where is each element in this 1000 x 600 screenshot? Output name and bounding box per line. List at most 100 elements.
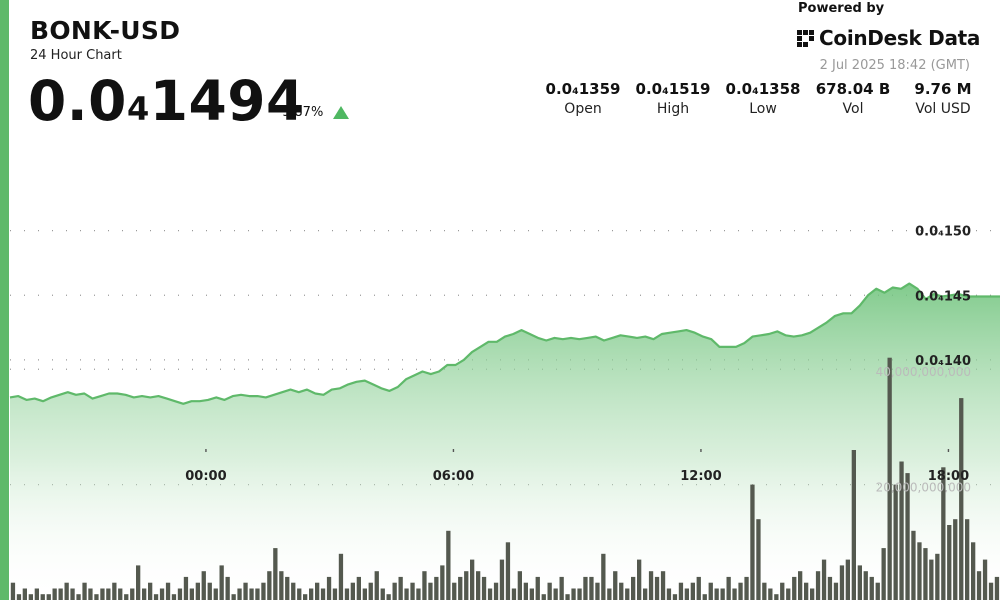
volume-bar <box>255 588 260 600</box>
volume-bar <box>422 571 427 600</box>
volume-bar <box>34 588 39 600</box>
volume-bar <box>982 559 988 600</box>
volume-bar <box>225 576 230 600</box>
volume-bar <box>464 571 469 600</box>
volume-bar <box>356 576 361 600</box>
volume-bar <box>76 594 81 600</box>
x-tick-label: 12:00 <box>680 469 721 484</box>
volume-bar <box>338 553 344 600</box>
volume-bar <box>601 553 606 600</box>
volume-bar <box>16 594 22 600</box>
volume-bar <box>637 559 642 600</box>
volume-bar <box>625 588 630 600</box>
volume-bar <box>326 576 332 600</box>
stat-low: 0.0₄1358 Low <box>718 80 808 117</box>
volume-bar <box>106 588 111 600</box>
volume-bar <box>476 571 481 600</box>
volume-bar <box>374 571 379 600</box>
volume-bar <box>148 582 153 600</box>
volume-bar <box>368 582 373 600</box>
volume-bar <box>458 576 463 600</box>
volume-bar <box>613 571 618 600</box>
stat-value: 678.04 B <box>815 80 891 98</box>
volume-bar <box>565 594 570 600</box>
volume-bar <box>344 588 350 600</box>
volume-bar <box>398 576 403 600</box>
volume-bar <box>643 588 648 600</box>
volume-bar <box>481 576 487 600</box>
volume-bar <box>684 588 689 600</box>
stat-value: 0.0₄1519 <box>635 80 711 98</box>
volume-bar <box>792 576 797 600</box>
volume-bar <box>619 582 624 600</box>
volume-tick-label: 40,000,000,000 <box>876 365 971 379</box>
change-percent: 9.87% <box>282 105 324 120</box>
volume-bar <box>320 588 326 600</box>
volume-bar <box>774 594 779 600</box>
volume-bar <box>64 582 69 600</box>
volume-bar <box>297 588 302 600</box>
volume-bar <box>696 576 701 600</box>
y-tick-label: 0.0₄150 <box>915 225 971 240</box>
volume-bar <box>189 588 194 600</box>
volume-bar <box>136 565 141 600</box>
up-arrow-icon <box>333 106 349 119</box>
volume-bar <box>434 576 439 600</box>
volume-bar <box>142 588 147 600</box>
volume-bar <box>923 548 928 600</box>
volume-bar <box>762 582 767 600</box>
volume-bar <box>929 559 934 600</box>
volume-bar <box>94 594 99 600</box>
volume-bar <box>648 571 654 600</box>
stat-label: Vol USD <box>915 101 971 117</box>
volume-bar <box>100 588 105 600</box>
price-tail: 1494 <box>149 69 305 133</box>
price-line <box>9 282 1000 405</box>
x-tick-label: 06:00 <box>433 469 474 484</box>
volume-bar <box>953 519 958 600</box>
volume-bar <box>672 594 678 600</box>
volume-bar <box>905 473 910 600</box>
volume-bar <box>690 582 695 600</box>
volume-bar <box>714 588 719 600</box>
volume-bar <box>810 588 815 600</box>
volume-bar <box>58 588 63 600</box>
volume-bar <box>654 576 660 600</box>
volume-bar <box>976 571 982 600</box>
volume-bar <box>201 571 206 600</box>
volume-bar <box>917 542 922 600</box>
volume-bar <box>452 582 457 600</box>
volume-bar <box>535 576 540 600</box>
volume-bar <box>702 594 707 600</box>
volume-bar <box>583 576 588 600</box>
volume-bar <box>845 559 850 600</box>
volume-bar <box>183 576 189 600</box>
volume-bar <box>839 565 845 600</box>
volume-bar <box>851 450 856 600</box>
volume-bar <box>517 571 522 600</box>
volume-bar <box>177 588 183 600</box>
volume-bar <box>261 582 266 600</box>
volume-bar <box>660 571 666 600</box>
volume-bar <box>22 588 27 600</box>
volume-bar <box>732 588 737 600</box>
volume-bar <box>487 588 493 600</box>
volume-bar <box>70 588 75 600</box>
stat-vol-usd: 9.76 M Vol USD <box>898 80 988 117</box>
x-tick-label: 18:00 <box>928 469 969 484</box>
volume-bar <box>971 542 976 600</box>
volume-bar <box>219 565 224 600</box>
volume-bar <box>153 594 159 600</box>
volume-bar <box>82 582 87 600</box>
y-tick-label: 0.0₄145 <box>915 289 971 304</box>
volume-bar <box>130 588 135 600</box>
volume-bar <box>869 576 874 600</box>
volume-bar <box>529 588 534 600</box>
stat-label: High <box>656 101 690 117</box>
volume-bar <box>607 588 612 600</box>
volume-bar <box>309 588 314 600</box>
volume-bar <box>499 559 505 600</box>
logo-grid-icon <box>797 29 814 47</box>
volume-bar <box>410 582 415 600</box>
volume-bar <box>827 576 833 600</box>
